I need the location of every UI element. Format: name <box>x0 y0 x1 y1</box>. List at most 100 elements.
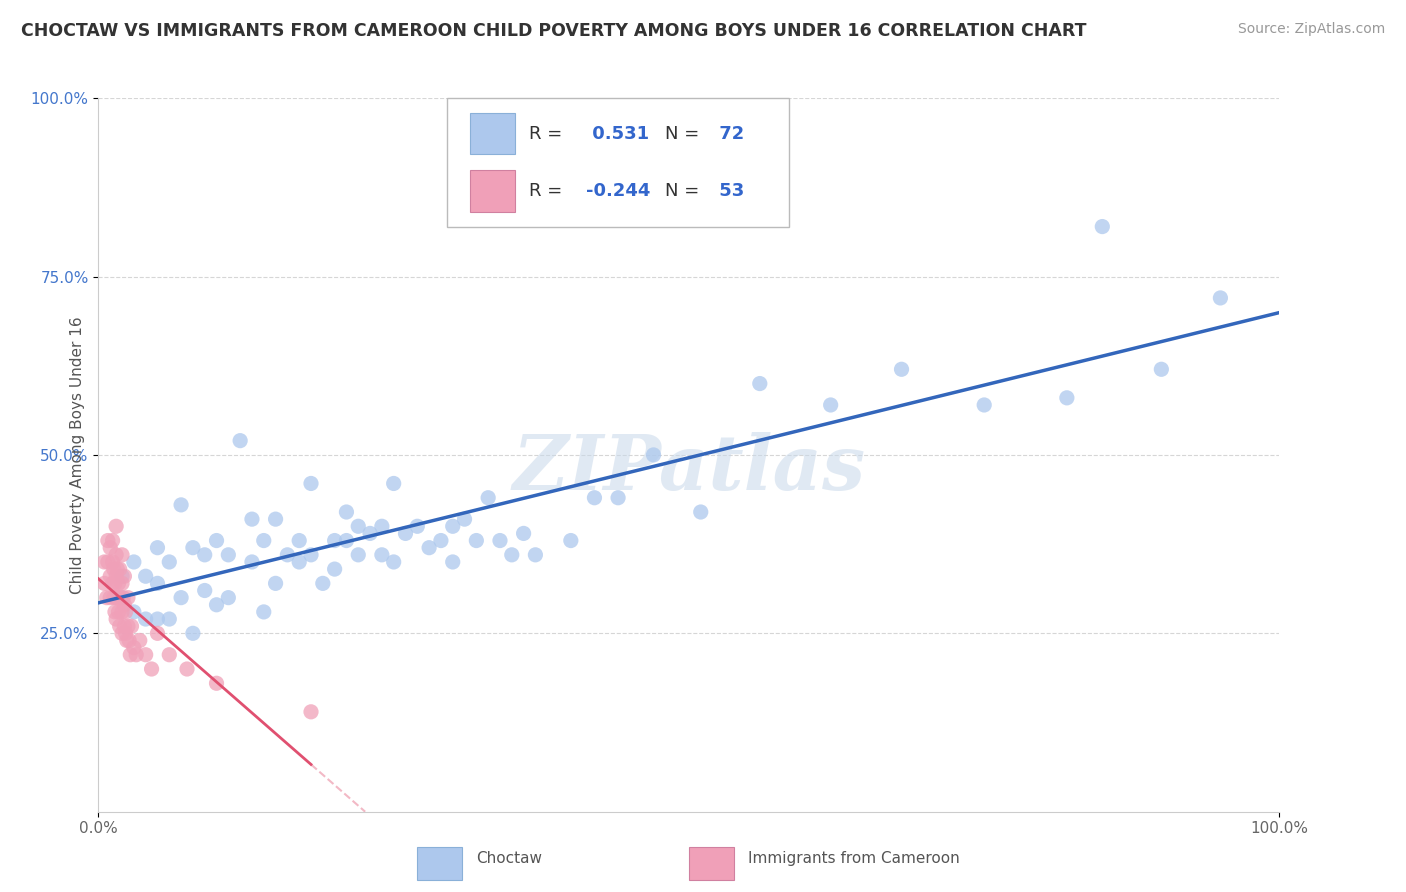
Point <box>101 555 124 569</box>
Point <box>111 569 134 583</box>
Point <box>335 533 357 548</box>
Point <box>120 648 142 662</box>
Point <box>105 569 128 583</box>
Point <box>105 591 128 605</box>
Point <box>157 555 180 569</box>
Point <box>135 648 157 662</box>
Point <box>453 512 475 526</box>
Point <box>176 662 198 676</box>
Point <box>607 491 630 505</box>
Point <box>217 591 239 605</box>
Point <box>347 548 370 562</box>
Point <box>323 533 346 548</box>
Text: -0.244: -0.244 <box>586 182 651 200</box>
Text: 72: 72 <box>713 125 744 143</box>
FancyBboxPatch shape <box>471 170 516 211</box>
Point <box>104 576 127 591</box>
Point <box>371 519 394 533</box>
Point <box>524 548 547 562</box>
Point <box>107 605 129 619</box>
Point <box>108 619 131 633</box>
Point <box>430 533 453 548</box>
Point <box>194 548 217 562</box>
Text: 53: 53 <box>713 182 744 200</box>
Point <box>382 476 405 491</box>
Point <box>299 548 322 562</box>
Point <box>560 533 582 548</box>
Point <box>441 555 464 569</box>
Point <box>105 548 128 562</box>
Point <box>121 619 143 633</box>
Point <box>288 555 311 569</box>
Point <box>1091 219 1114 234</box>
Point <box>1150 362 1173 376</box>
Point <box>112 619 135 633</box>
Point <box>288 533 311 548</box>
Point <box>406 519 429 533</box>
Point <box>112 591 135 605</box>
Text: Choctaw: Choctaw <box>477 851 543 865</box>
Text: R =: R = <box>530 125 568 143</box>
Point <box>135 569 157 583</box>
Point <box>1209 291 1232 305</box>
Point <box>114 626 136 640</box>
Point <box>441 519 464 533</box>
Point <box>122 605 145 619</box>
Point <box>477 491 499 505</box>
FancyBboxPatch shape <box>471 113 516 154</box>
Point <box>205 676 228 690</box>
Point <box>157 648 180 662</box>
FancyBboxPatch shape <box>418 847 463 880</box>
Point <box>146 626 169 640</box>
Point <box>264 512 287 526</box>
FancyBboxPatch shape <box>689 847 734 880</box>
Text: N =: N = <box>665 182 700 200</box>
Point <box>146 576 169 591</box>
Point <box>689 505 711 519</box>
Point <box>157 612 180 626</box>
Point <box>205 598 228 612</box>
Point <box>112 598 135 612</box>
Point <box>1056 391 1078 405</box>
Point <box>96 591 118 605</box>
Point <box>141 662 163 676</box>
Point <box>122 555 145 569</box>
Point <box>359 526 381 541</box>
Point <box>181 626 204 640</box>
Point <box>205 533 228 548</box>
Point <box>108 562 131 576</box>
Point <box>820 398 842 412</box>
Point <box>229 434 252 448</box>
Point <box>117 619 139 633</box>
Point <box>299 476 322 491</box>
Point <box>371 548 394 562</box>
Point <box>170 591 193 605</box>
Point <box>111 548 134 562</box>
Point <box>489 533 512 548</box>
Point <box>181 541 204 555</box>
Point <box>276 548 298 562</box>
Point <box>335 505 357 519</box>
Point <box>643 448 665 462</box>
Point <box>107 576 129 591</box>
Point <box>111 576 134 591</box>
Point <box>98 591 121 605</box>
Text: N =: N = <box>665 125 700 143</box>
Point <box>299 705 322 719</box>
Text: Source: ZipAtlas.com: Source: ZipAtlas.com <box>1237 22 1385 37</box>
Text: R =: R = <box>530 182 568 200</box>
Point <box>240 512 263 526</box>
Point <box>217 548 239 562</box>
Point <box>146 612 169 626</box>
Point <box>111 605 134 619</box>
Point <box>115 633 138 648</box>
Y-axis label: Child Poverty Among Boys Under 16: Child Poverty Among Boys Under 16 <box>69 316 84 594</box>
Point <box>465 533 488 548</box>
Point <box>253 605 276 619</box>
Point <box>98 569 121 583</box>
Point <box>512 526 534 541</box>
Point <box>973 398 995 412</box>
Point <box>135 612 157 626</box>
Point <box>105 519 128 533</box>
Point <box>170 498 193 512</box>
